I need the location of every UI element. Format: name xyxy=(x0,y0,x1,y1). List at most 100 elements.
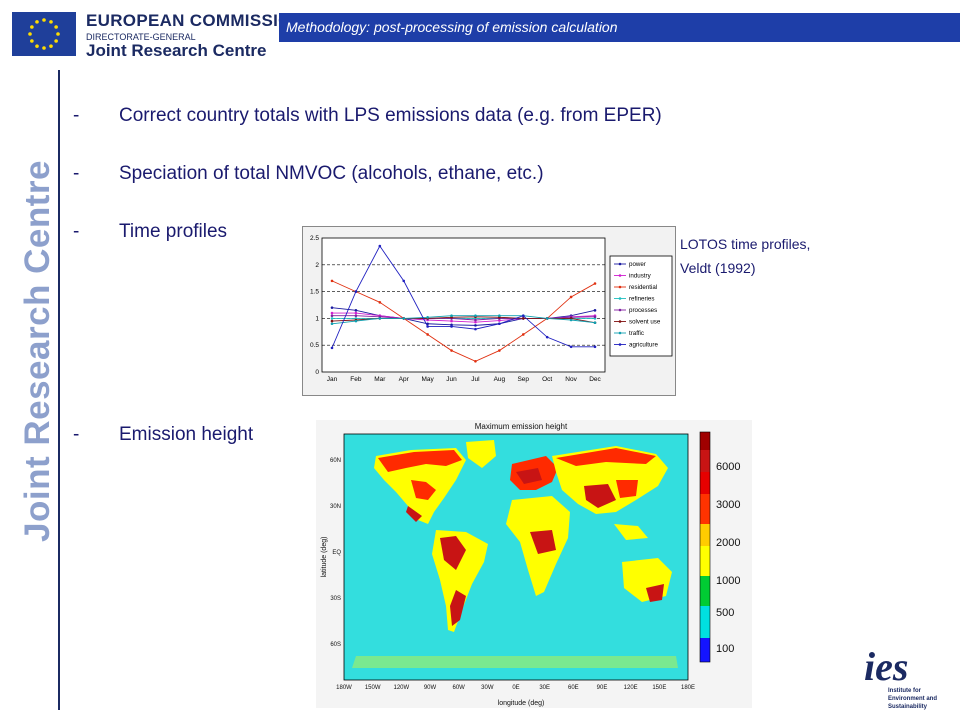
y-tick-label: 2 xyxy=(315,262,319,269)
jrc-title: Joint Research Centre xyxy=(86,41,267,60)
map-y-tick-label: 30S xyxy=(330,596,341,602)
map-y-tick-label: EQ xyxy=(332,550,341,556)
colorbar-label: 3000 xyxy=(716,499,740,511)
data-point xyxy=(474,359,477,363)
chart-caption: LOTOS time profiles, Veldt (1992) xyxy=(680,232,900,280)
colorbar-frame xyxy=(699,431,711,663)
ies-logo: ies Institute for Environment and Sustai… xyxy=(864,644,937,710)
map-x-tick-label: 180E xyxy=(681,685,695,691)
bullet-item: - Emission height xyxy=(73,424,253,446)
data-point xyxy=(354,311,358,315)
legend-label: refineries xyxy=(629,296,654,303)
data-point xyxy=(426,325,429,328)
bullet-dash: - xyxy=(73,221,80,242)
x-tick-label: Apr xyxy=(399,376,410,383)
legend-marker xyxy=(618,343,622,346)
y-tick-label: 1 xyxy=(315,315,319,322)
eu-flag-logo xyxy=(12,12,76,56)
data-point xyxy=(354,319,358,323)
colorbar-label: 6000 xyxy=(716,461,740,473)
colorbar-segment xyxy=(700,494,710,524)
data-point xyxy=(498,314,501,318)
legend-marker xyxy=(618,331,622,335)
emission-height-map: Maximum emission height 60N 30N EQ 30S 60S 1… xyxy=(316,420,752,708)
data-point xyxy=(521,314,525,318)
data-point xyxy=(521,333,525,336)
bullet-text: Emission height xyxy=(119,424,254,445)
data-point xyxy=(474,327,477,331)
chart-legend xyxy=(609,255,673,357)
map-x-tick-label: 0E xyxy=(512,685,519,691)
flag-star xyxy=(49,20,53,24)
data-point xyxy=(402,317,406,320)
map-x-tick-label: 30E xyxy=(539,685,550,691)
flag-star xyxy=(35,20,39,24)
bullet-item: - Correct country totals with LPS emissio… xyxy=(73,105,662,127)
caption-line: LOTOS time profiles, xyxy=(680,236,811,252)
x-tick-label: Jan xyxy=(327,376,338,383)
map-land xyxy=(352,440,678,668)
data-point xyxy=(378,317,382,320)
data-point xyxy=(498,319,501,322)
x-tick-label: Aug xyxy=(494,376,506,383)
y-tick-label: 0.5 xyxy=(310,342,319,349)
map-x-tick-label: 150E xyxy=(652,685,666,691)
flag-star xyxy=(54,25,58,29)
legend-marker xyxy=(618,320,622,323)
colorbar-label: 100 xyxy=(716,643,734,655)
svg-text:Sustainability: Sustainability xyxy=(888,704,928,710)
data-point xyxy=(450,314,453,318)
map-y-tick-label: 60N xyxy=(330,458,341,464)
data-point xyxy=(593,345,597,349)
legend-label: solvent use xyxy=(629,319,661,326)
data-point xyxy=(378,301,382,304)
data-point xyxy=(378,244,382,248)
flag-star xyxy=(42,18,46,22)
flag-star xyxy=(49,44,53,48)
ec-title: EUROPEAN COMMISSION xyxy=(86,11,305,30)
slide-title: Methodology: post-processing of emission… xyxy=(286,19,618,35)
data-point xyxy=(354,290,358,293)
x-tick-label: May xyxy=(421,376,434,383)
colorbar-segment xyxy=(700,472,710,494)
vertical-divider xyxy=(58,70,60,710)
data-point xyxy=(569,318,573,322)
map-y-tick-label: 30N xyxy=(330,504,341,510)
data-point xyxy=(330,314,334,318)
svg-text:Environment and: Environment and xyxy=(888,696,937,702)
legend-label: processes xyxy=(629,307,657,314)
data-point xyxy=(545,317,549,320)
data-point xyxy=(450,325,453,328)
map-x-tick-label: 120E xyxy=(624,685,638,691)
x-tick-label: Dec xyxy=(589,376,601,383)
data-point xyxy=(569,345,573,349)
legend-marker xyxy=(618,274,622,277)
legend-label: agriculture xyxy=(629,342,658,349)
legend-marker xyxy=(618,308,622,312)
x-tick-label: Nov xyxy=(565,376,577,383)
data-point xyxy=(569,295,573,299)
bullet-text: Speciation of total NMVOC (alcohols, eth… xyxy=(119,163,544,184)
y-tick-label: 0 xyxy=(315,369,319,376)
colorbar-label: 500 xyxy=(716,607,734,619)
data-point xyxy=(474,318,477,322)
data-point xyxy=(593,321,597,324)
map-x-tick-label: 180W xyxy=(336,685,352,691)
data-point xyxy=(354,309,358,312)
map-x-axis-label: longitude (deg) xyxy=(498,700,545,707)
data-point xyxy=(474,324,477,327)
x-tick-label: Jun xyxy=(446,376,457,383)
data-point xyxy=(450,349,453,352)
data-point xyxy=(450,319,453,323)
data-point xyxy=(330,317,334,320)
x-tick-label: Feb xyxy=(350,376,362,383)
data-point xyxy=(426,333,429,336)
vertical-brand-text: Joint Research Centre xyxy=(18,159,57,542)
legend-marker xyxy=(618,285,622,289)
bullet-text: Time profiles xyxy=(119,221,228,242)
legend-label: traffic xyxy=(629,330,644,337)
data-point xyxy=(498,349,501,352)
data-point xyxy=(330,306,334,309)
data-point xyxy=(330,322,334,326)
time-profile-chart: 0 0.5 1 1.5 2 2.5 Jan Feb Mar Apr May Jun Jul Aug Sep… xyxy=(302,226,676,396)
